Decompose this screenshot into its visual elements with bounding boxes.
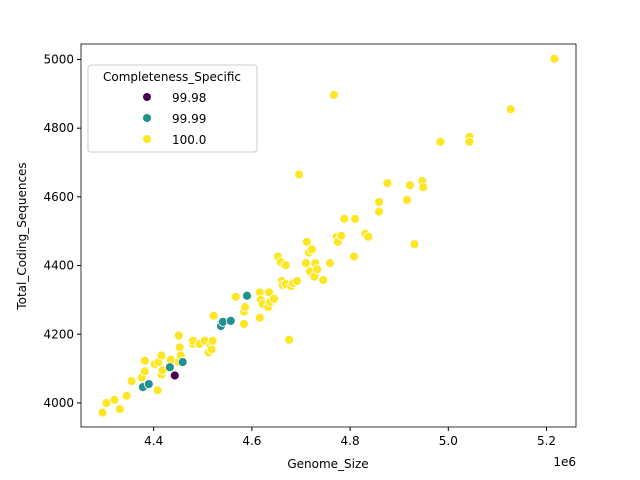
data-point xyxy=(225,315,236,326)
data-point xyxy=(549,53,560,64)
data-point xyxy=(301,236,312,247)
legend-marker xyxy=(143,93,151,101)
x-tick-label: 4.8 xyxy=(341,434,360,448)
data-point xyxy=(240,302,250,313)
x-offset-label: 1e6 xyxy=(553,455,576,469)
y-tick-label: 4400 xyxy=(43,259,74,273)
data-point xyxy=(239,319,249,329)
y-axis: 4000 4200 4400 4600 4800 5000 xyxy=(43,52,81,410)
y-tick-label: 4200 xyxy=(43,327,74,341)
data-point xyxy=(349,251,359,262)
x-axis: 4.4 4.6 4.8 5.0 5.2 xyxy=(144,427,556,448)
data-point xyxy=(174,342,185,353)
y-tick-label: 4600 xyxy=(43,190,74,204)
data-point xyxy=(318,275,328,285)
data-point xyxy=(177,357,188,367)
legend-label: 99.99 xyxy=(172,112,206,126)
data-point xyxy=(230,291,241,302)
data-point xyxy=(208,310,219,321)
legend-box xyxy=(87,64,258,153)
data-point xyxy=(152,385,163,396)
data-point xyxy=(505,104,516,115)
data-point xyxy=(301,258,311,269)
data-point xyxy=(339,213,350,224)
data-point xyxy=(435,136,446,147)
legend: Completeness_Specific 99.98 99.99 100.0 xyxy=(87,64,258,153)
data-point xyxy=(139,366,150,377)
data-point xyxy=(254,312,265,323)
data-point xyxy=(374,206,384,217)
x-tick-label: 4.6 xyxy=(242,434,261,448)
data-point xyxy=(382,178,393,189)
data-point xyxy=(284,334,295,345)
data-point xyxy=(207,335,218,346)
data-point xyxy=(325,258,335,269)
data-point xyxy=(164,362,175,373)
data-point xyxy=(350,213,360,224)
legend-marker xyxy=(143,114,151,122)
data-point xyxy=(464,136,475,147)
y-tick-label: 4000 xyxy=(43,396,74,410)
x-axis-label: Genome_Size xyxy=(287,457,368,471)
data-point xyxy=(312,264,323,275)
x-tick-label: 5.2 xyxy=(537,434,556,448)
legend-marker xyxy=(143,135,151,143)
y-tick-label: 4800 xyxy=(43,121,74,135)
data-point xyxy=(329,89,339,100)
data-point xyxy=(405,180,415,191)
data-point xyxy=(294,169,304,180)
x-tick-label: 5.0 xyxy=(439,434,458,448)
data-point xyxy=(121,390,132,401)
data-point xyxy=(242,290,252,301)
x-tick-label: 4.4 xyxy=(144,434,163,448)
data-point xyxy=(264,287,274,298)
y-tick-label: 5000 xyxy=(43,52,74,66)
data-point xyxy=(126,376,137,386)
data-point xyxy=(173,330,184,341)
data-point xyxy=(97,407,108,418)
data-point xyxy=(374,197,384,207)
points-layer xyxy=(97,53,560,418)
data-point xyxy=(139,355,150,366)
data-point xyxy=(269,293,279,304)
data-point xyxy=(292,276,302,286)
legend-title: Completeness_Specific xyxy=(103,70,241,84)
data-point xyxy=(280,260,291,271)
data-point xyxy=(363,231,374,242)
data-point xyxy=(156,350,167,361)
data-point xyxy=(206,344,217,355)
y-axis-label: Total_Coding_Sequences xyxy=(15,162,29,310)
data-point xyxy=(169,370,180,381)
data-point xyxy=(114,404,125,415)
data-point xyxy=(306,244,317,255)
data-point xyxy=(409,239,420,250)
legend-label: 100.0 xyxy=(172,133,206,147)
data-point xyxy=(336,230,347,241)
data-point xyxy=(143,379,154,389)
legend-label: 99.98 xyxy=(172,91,206,105)
data-point xyxy=(109,394,120,405)
data-point xyxy=(418,182,429,193)
data-point xyxy=(402,195,412,205)
